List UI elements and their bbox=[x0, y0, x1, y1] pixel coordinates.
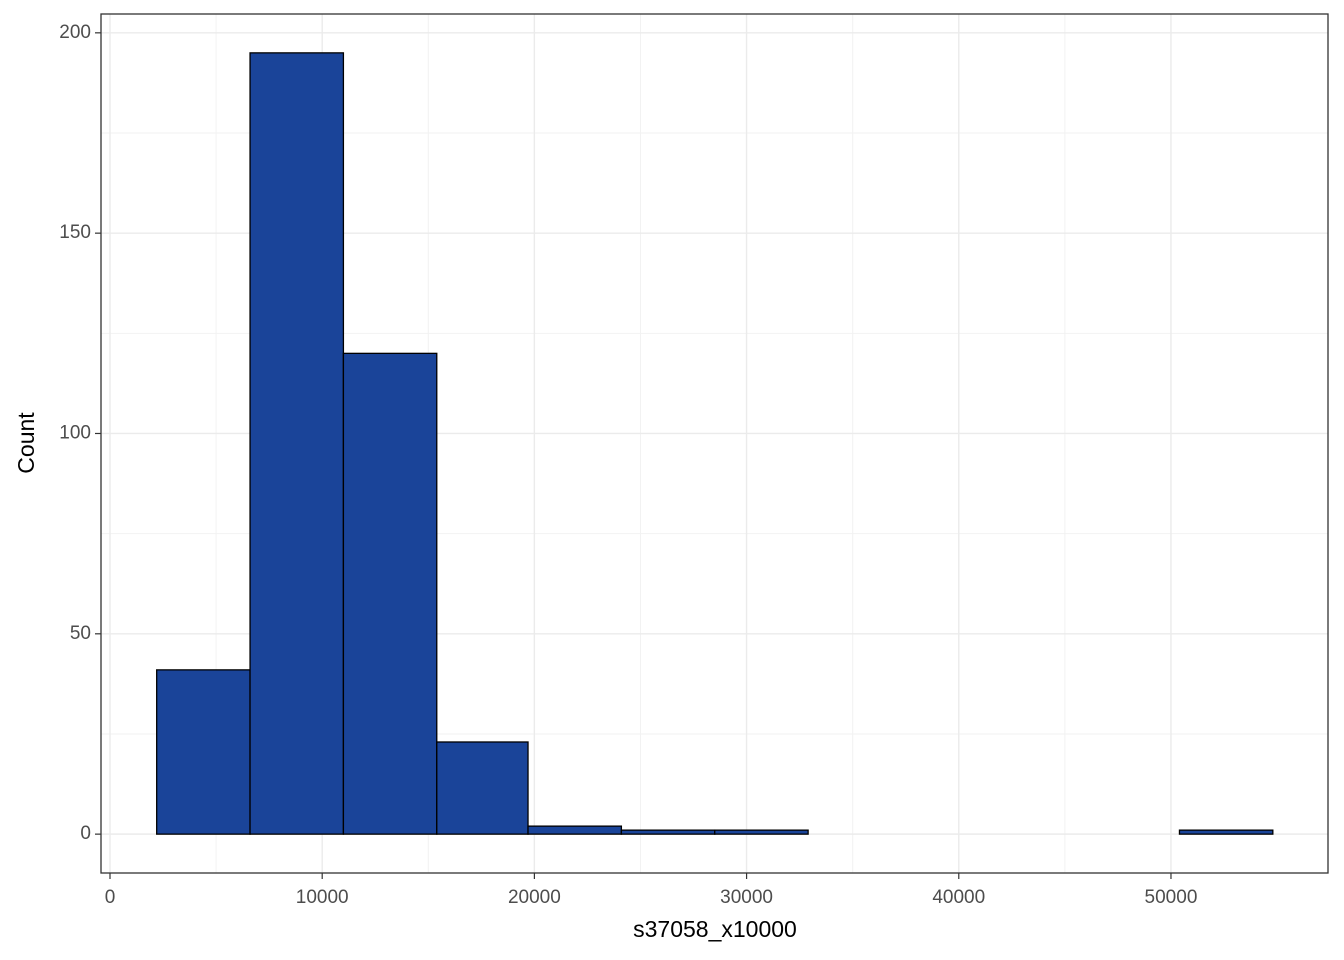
bar bbox=[527, 825, 623, 835]
y-axis-title: Count bbox=[13, 412, 39, 474]
x-tick-label: 40000 bbox=[932, 887, 985, 908]
x-axis-title: s37058_x10000 bbox=[633, 916, 797, 942]
y-tick-label: 200 bbox=[59, 22, 91, 43]
bar bbox=[342, 352, 438, 835]
x-tick-label: 10000 bbox=[296, 887, 349, 908]
bar bbox=[436, 741, 529, 835]
bar bbox=[1178, 829, 1274, 835]
y-tick-label: 50 bbox=[70, 623, 91, 644]
x-tick-label: 50000 bbox=[1145, 887, 1198, 908]
bar bbox=[156, 669, 251, 835]
y-tick-label: 100 bbox=[59, 422, 91, 443]
panel-border bbox=[100, 13, 1329, 874]
bar bbox=[620, 829, 716, 835]
y-tick-label: 150 bbox=[59, 222, 91, 243]
y-tick-label: 0 bbox=[80, 823, 91, 844]
bar bbox=[249, 52, 345, 835]
x-tick-label: 0 bbox=[105, 887, 116, 908]
bar bbox=[714, 829, 809, 835]
x-tick-label: 20000 bbox=[508, 887, 561, 908]
x-tick-label: 30000 bbox=[720, 887, 773, 908]
